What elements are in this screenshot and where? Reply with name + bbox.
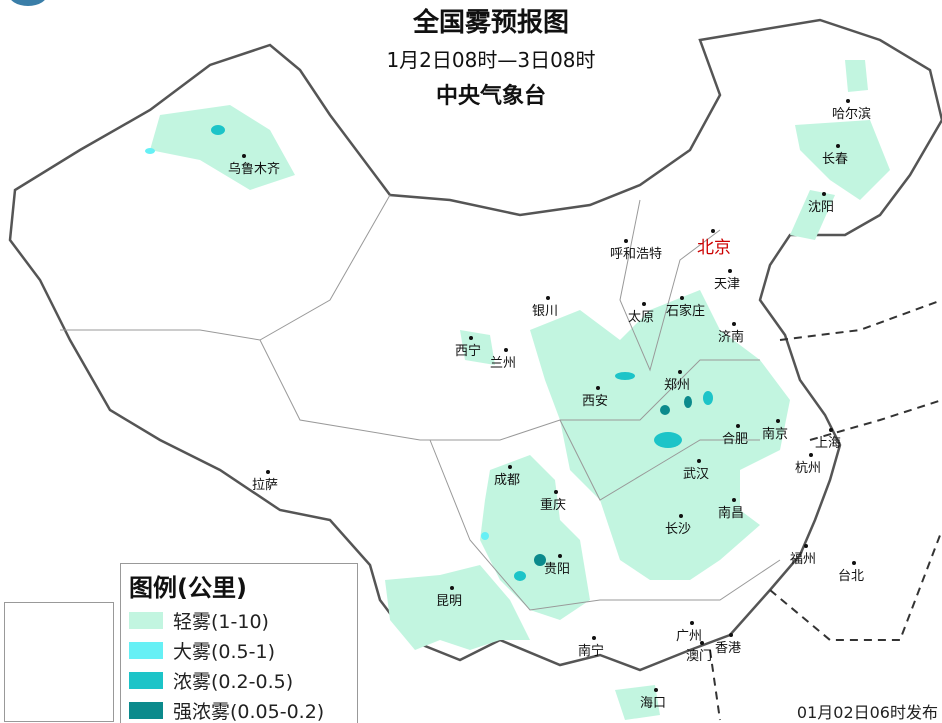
legend-swatch <box>129 641 163 659</box>
city-label: 香港 <box>715 641 742 656</box>
city-marker <box>729 633 733 637</box>
legend-label: 强浓雾(0.05-0.2) <box>173 700 325 723</box>
fog-dense <box>145 125 713 581</box>
legend-item-light-fog: 轻雾(1-10) <box>129 605 357 635</box>
city-label: 澳门 <box>686 649 713 664</box>
city-marker <box>728 269 732 273</box>
city-marker <box>266 470 270 474</box>
city-label: 广州 <box>676 629 703 644</box>
city-label: 太原 <box>628 310 655 325</box>
city-marker <box>852 561 856 565</box>
city-label: 贵阳 <box>544 562 571 577</box>
city-label: 杭州 <box>795 461 822 476</box>
city-marker <box>624 239 628 243</box>
city-label: 银川 <box>532 304 559 319</box>
map-title: 全国雾预报图 <box>412 8 569 38</box>
city-label: 福州 <box>790 552 817 567</box>
city-marker <box>836 144 840 148</box>
south-china-sea-inset <box>4 602 114 722</box>
city-label: 南宁 <box>578 644 605 659</box>
city-label: 西安 <box>582 394 609 409</box>
city-marker <box>242 154 246 158</box>
city-marker <box>776 419 780 423</box>
city-marker <box>469 336 473 340</box>
legend-item-very-dense-fog: 强浓雾(0.05-0.2) <box>129 695 357 723</box>
legend-label: 浓雾(0.2-0.5) <box>173 670 294 693</box>
city-label: 郑州 <box>664 378 691 393</box>
city-marker <box>809 453 813 457</box>
city-label: 哈尔滨 <box>832 107 872 122</box>
fog-light <box>150 60 890 720</box>
city-label: 上海 <box>815 436 842 451</box>
city-label: 济南 <box>718 330 745 345</box>
city-marker <box>596 386 600 390</box>
city-marker <box>558 554 562 558</box>
issuer: 中央气象台 <box>435 84 546 109</box>
city-marker <box>829 428 833 432</box>
legend-title: 图例(公里) <box>129 574 247 602</box>
city-label: 北京 <box>697 238 731 258</box>
legend: 图例(公里) 轻雾(1-10) 大雾(0.5-1) 浓雾(0.2-0.5) 强浓… <box>120 563 358 723</box>
city-marker <box>546 296 550 300</box>
city-marker <box>654 688 658 692</box>
legend-item-heavy-fog: 大雾(0.5-1) <box>129 635 357 665</box>
city-marker <box>678 370 682 374</box>
city-marker <box>680 296 684 300</box>
province-borders <box>60 194 781 611</box>
city-label: 武汉 <box>683 467 710 482</box>
legend-item-dense-fog: 浓雾(0.2-0.5) <box>129 665 357 695</box>
legend-swatch <box>129 611 163 629</box>
city-label: 兰州 <box>490 356 517 371</box>
city-label: 拉萨 <box>252 478 279 493</box>
city-label: 天津 <box>714 277 741 292</box>
city-marker <box>679 514 683 518</box>
city-marker <box>700 641 704 645</box>
city-marker <box>592 636 596 640</box>
forecast-period: 1月2日08时—3日08时 <box>386 48 596 72</box>
legend-swatch <box>129 701 163 719</box>
city-label: 南昌 <box>718 506 745 521</box>
city-label: 昆明 <box>436 594 463 609</box>
city-label: 呼和浩特 <box>610 247 663 262</box>
city-marker <box>732 322 736 326</box>
city-label: 南京 <box>762 427 789 442</box>
city-marker <box>504 348 508 352</box>
city-label: 海口 <box>640 696 667 711</box>
sea-boundary <box>709 299 942 721</box>
city-label: 石家庄 <box>666 304 706 319</box>
city-label: 长沙 <box>665 522 692 537</box>
logo <box>8 0 48 6</box>
city-label: 乌鲁木齐 <box>228 162 281 177</box>
city-label: 合肥 <box>722 432 749 447</box>
city-marker <box>690 621 694 625</box>
legend-label: 大雾(0.5-1) <box>173 640 275 663</box>
city-label: 西宁 <box>455 344 482 359</box>
city-label: 重庆 <box>540 498 567 513</box>
city-label: 沈阳 <box>808 200 835 215</box>
city-label: 成都 <box>494 473 521 488</box>
legend-label: 轻雾(1-10) <box>173 610 269 633</box>
city-marker <box>642 302 646 306</box>
city-marker <box>711 229 715 233</box>
city-marker <box>736 424 740 428</box>
issue-time: 01月02日06时发布 <box>796 703 938 722</box>
city-marker <box>732 498 736 502</box>
city-marker <box>508 465 512 469</box>
legend-swatch <box>129 671 163 689</box>
city-marker <box>450 586 454 590</box>
city-marker <box>846 99 850 103</box>
city-label: 台北 <box>838 569 865 584</box>
city-marker <box>697 459 701 463</box>
city-marker <box>822 192 826 196</box>
city-marker <box>554 490 558 494</box>
city-label: 长春 <box>822 152 849 167</box>
city-marker <box>804 544 808 548</box>
